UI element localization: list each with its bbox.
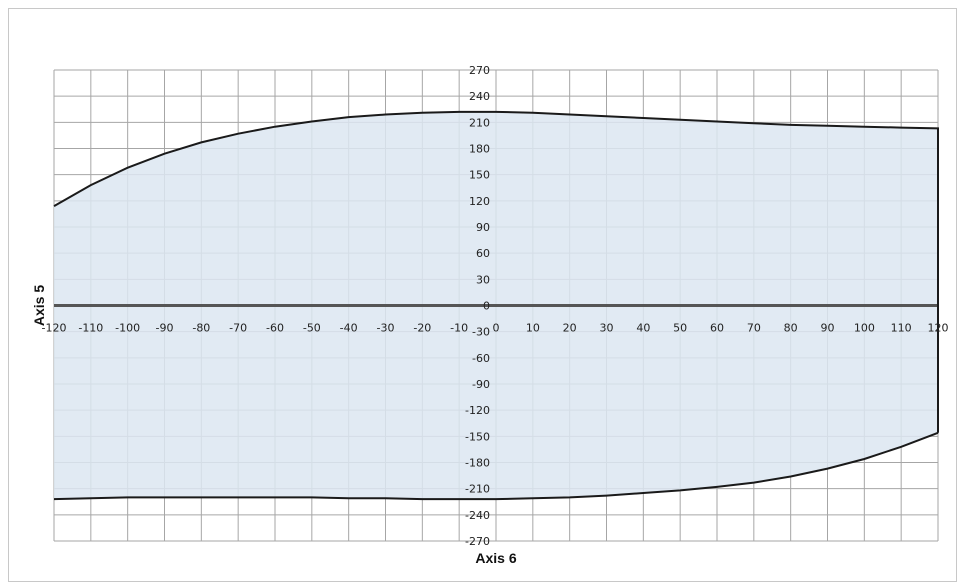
x-tick-label: -40 [340, 322, 358, 335]
x-tick-label: -50 [303, 322, 321, 335]
x-tick-label: 50 [673, 322, 687, 335]
x-tick-label: 0 [493, 322, 500, 335]
x-tick-label: 70 [747, 322, 761, 335]
y-tick-label: -180 [465, 457, 490, 470]
x-tick-label: -30 [377, 322, 395, 335]
x-tick-label: -80 [192, 322, 210, 335]
lower-boundary-line [53, 431, 939, 501]
x-tick-label: 40 [636, 322, 650, 335]
y-axis-title: Axis 5 [31, 285, 47, 326]
x-tick-label: 30 [600, 322, 614, 335]
y-tick-label: 90 [476, 221, 490, 234]
y-tick-label: 30 [476, 273, 490, 286]
y-tick-label: -30 [472, 326, 490, 339]
y-tick-label: -120 [465, 404, 490, 417]
y-tick-label: 180 [469, 143, 490, 156]
y-tick-label: -90 [472, 378, 490, 391]
x-tick-label: -100 [115, 322, 140, 335]
x-tick-label: -20 [413, 322, 431, 335]
x-tick-label: 80 [784, 322, 798, 335]
chart-canvas: -120 -110 -100 -90 -80 -70 -60 -50 -40 -30 -20 -10 0… [31, 64, 949, 566]
y-tick-label: 150 [469, 169, 490, 182]
x-tick-label: -70 [229, 322, 247, 335]
x-tick-label: 90 [821, 322, 835, 335]
x-tick-label: 60 [710, 322, 724, 335]
y-tick-label: -210 [465, 483, 490, 496]
y-tick-labels: 270 240 210 180 150 120 90 60 30 0 -30 -60 -90 -120 -1… [465, 64, 490, 548]
x-axis-title: Axis 6 [475, 550, 516, 566]
y-tick-label: 120 [469, 195, 490, 208]
y-tick-label: -150 [465, 430, 490, 443]
x-tick-label: 10 [526, 322, 540, 335]
x-tick-label: -10 [450, 322, 468, 335]
y-tick-label: 270 [469, 64, 490, 77]
upper-boundary-line [53, 110, 939, 433]
y-tick-label: -240 [465, 509, 490, 522]
y-tick-label: 60 [476, 247, 490, 260]
x-tick-label: -120 [42, 322, 67, 335]
y-tick-label: -270 [465, 535, 490, 548]
y-tick-label: 0 [483, 300, 490, 313]
x-tick-label: 100 [854, 322, 875, 335]
y-tick-label: 240 [469, 90, 490, 103]
x-tick-label: -90 [156, 322, 174, 335]
x-tick-label: -60 [266, 322, 284, 335]
x-tick-label: -110 [78, 322, 103, 335]
y-tick-label: 210 [469, 116, 490, 129]
chart-frame: -120 -110 -100 -90 -80 -70 -60 -50 -40 -30 -20 -10 0… [8, 8, 957, 582]
x-tick-labels: -120 -110 -100 -90 -80 -70 -60 -50 -40 -30 -20 -10 0… [42, 322, 949, 335]
x-tick-label: 110 [891, 322, 912, 335]
x-tick-label: 20 [563, 322, 577, 335]
x-tick-label: 120 [928, 322, 949, 335]
y-tick-label: -60 [472, 352, 490, 365]
